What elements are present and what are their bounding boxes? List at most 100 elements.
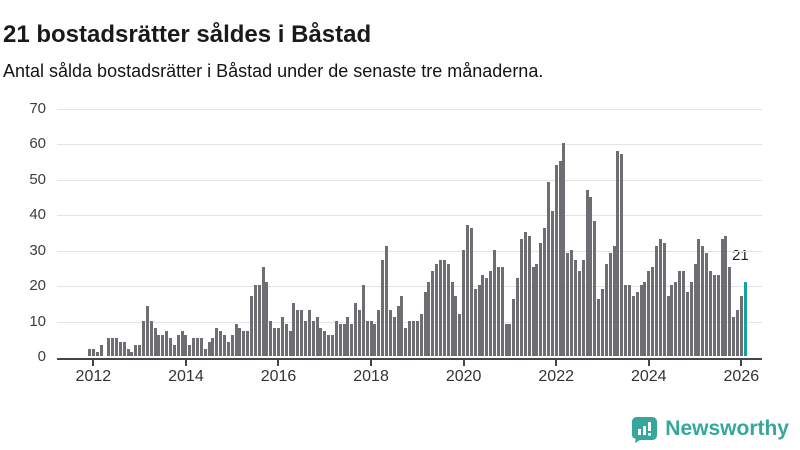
bar: [489, 270, 493, 356]
bar: [296, 309, 300, 356]
bar: [396, 306, 400, 356]
newsworthy-logo: Newsworthy: [631, 413, 789, 445]
gridline-30: [57, 250, 762, 252]
bar: [732, 317, 736, 356]
bar: [674, 281, 678, 356]
newsworthy-logo-text: Newsworthy: [665, 417, 789, 440]
bar: [211, 338, 215, 356]
bar: [307, 309, 311, 356]
bar: [589, 196, 593, 356]
bar: [280, 317, 284, 356]
y-tick-label-50: 50: [29, 170, 46, 188]
x-tick-label-2016: 2016: [260, 368, 297, 385]
y-tick-label-60: 60: [29, 135, 46, 153]
bar: [419, 313, 423, 356]
y-tick-label-10: 10: [29, 312, 46, 330]
x-tick-2026: [740, 360, 743, 366]
bar: [423, 292, 427, 356]
bar: [111, 338, 115, 356]
bar: [462, 249, 466, 356]
bar: [176, 334, 180, 356]
x-tick-label-2026: 2026: [723, 368, 760, 385]
bar: [573, 260, 577, 356]
bar: [728, 267, 732, 356]
bar: [477, 285, 481, 356]
bar: [192, 338, 196, 356]
bar: [265, 281, 269, 356]
bar: [701, 246, 705, 356]
bar: [315, 317, 319, 356]
bar: [157, 334, 161, 356]
x-tick-label-2022: 2022: [538, 368, 574, 385]
bar: [678, 270, 682, 356]
bar: [411, 320, 415, 356]
bar: [346, 317, 350, 356]
x-tick-2022: [555, 360, 558, 366]
bar: [608, 253, 612, 356]
bar: [516, 278, 520, 356]
bar: [234, 324, 238, 356]
bar: [404, 327, 408, 356]
x-tick-label-2014: 2014: [168, 368, 204, 385]
x-tick-2016: [277, 360, 280, 366]
bar: [118, 341, 122, 356]
bar: [624, 285, 628, 356]
bar: [712, 274, 716, 356]
bar: [446, 263, 450, 356]
bar: [168, 338, 172, 356]
bar: [388, 309, 392, 356]
bar: [585, 189, 589, 356]
bar: [242, 331, 246, 356]
newsworthy-logo-icon: [632, 416, 658, 443]
bar: [292, 302, 296, 356]
bar: [238, 327, 242, 356]
bar: [327, 334, 331, 356]
bar: [350, 324, 354, 356]
bar: [323, 331, 327, 356]
bar: [165, 331, 169, 356]
y-tick-label-30: 30: [29, 241, 46, 259]
bar: [508, 324, 512, 356]
x-tick-2012: [92, 360, 95, 366]
x-tick-label-2024: 2024: [630, 368, 667, 385]
bar: [593, 221, 597, 356]
bar-chart: 0 10 20 30 40 50 60 70 21 2012 2014 2016 2018 2020 2…: [29, 100, 762, 385]
bar: [161, 334, 165, 356]
bar: [222, 334, 226, 356]
x-tick-label-2018: 2018: [353, 368, 389, 385]
bar: [492, 249, 496, 356]
x-tick-label-2020: 2020: [445, 368, 482, 385]
bar: [631, 295, 635, 356]
bar: [215, 327, 219, 356]
gridline-70: [57, 109, 762, 110]
bar: [720, 239, 724, 356]
bar: [300, 309, 304, 356]
plot-area: 21 2012 2014 2016 2018 2020 2022 2024 2026: [57, 109, 762, 385]
bar: [531, 267, 535, 356]
bar: [697, 239, 701, 356]
bar: [612, 246, 616, 356]
bar: [230, 334, 234, 356]
bar: [184, 334, 188, 356]
bar: [319, 327, 323, 356]
bar: [581, 260, 585, 356]
bar: [620, 154, 624, 356]
bar: [392, 317, 396, 356]
bar: [145, 306, 149, 356]
bar: [130, 352, 134, 356]
bar: [122, 341, 126, 356]
bar: [643, 281, 647, 356]
bar: [180, 331, 184, 356]
bar: [114, 338, 118, 356]
bar: [500, 267, 504, 356]
bar: [546, 182, 550, 356]
bar: [616, 150, 620, 356]
bar: [138, 345, 142, 356]
bar: [431, 270, 435, 356]
x-tick-2020: [462, 360, 465, 366]
bar: [357, 309, 361, 356]
bar: [450, 281, 454, 356]
bar: [716, 274, 720, 356]
bar: [99, 345, 103, 356]
bar: [188, 345, 192, 356]
